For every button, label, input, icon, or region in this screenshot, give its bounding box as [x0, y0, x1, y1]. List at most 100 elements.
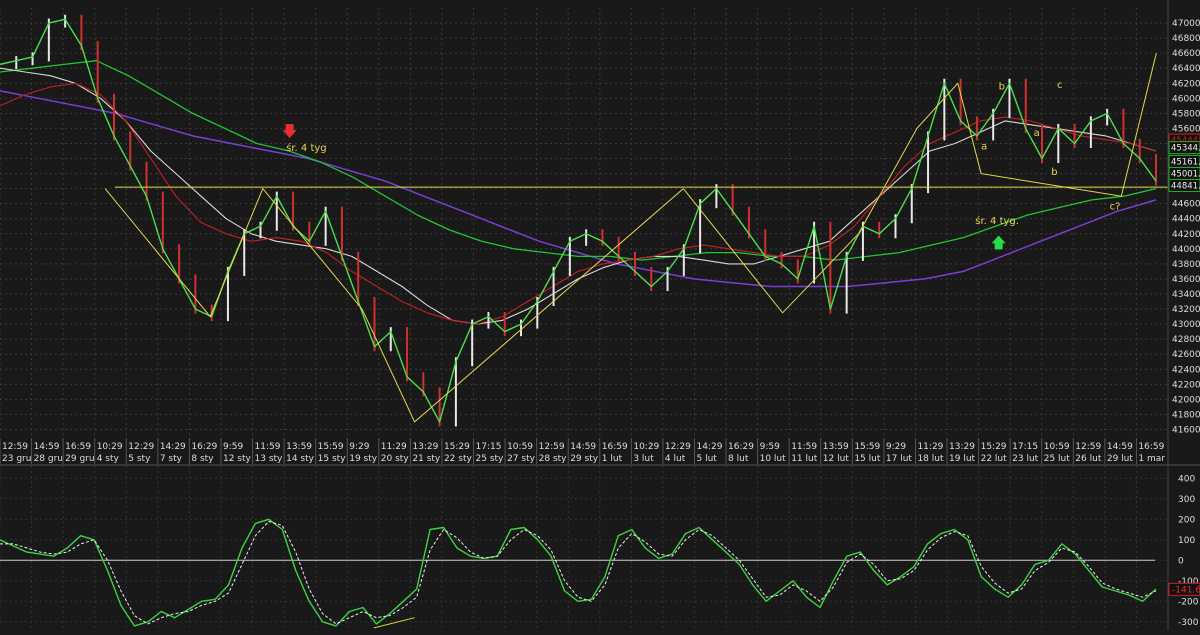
- date-tick-label: 4 sty: [97, 454, 120, 464]
- chart-annotation: b: [999, 81, 1005, 92]
- osc-y-tick-label: -300: [1178, 618, 1199, 628]
- y-tick-label: 47000: [1172, 19, 1200, 29]
- time-tick-label: 10:59: [507, 442, 533, 452]
- osc-y-tick-label: 200: [1178, 515, 1195, 525]
- date-tick-label: 20 sty: [381, 454, 410, 464]
- time-tick-label: 12:59: [539, 442, 565, 452]
- y-tick-label: 43000: [1172, 320, 1200, 330]
- date-tick-label: 13 sty: [255, 454, 284, 464]
- date-tick-label: 5 sty: [128, 454, 151, 464]
- date-tick-label: 8 lut: [728, 454, 749, 464]
- wave-line: [682, 53, 1157, 314]
- y-tick-label: 41600: [1172, 425, 1200, 435]
- price-tag-label: 45001.23: [1171, 169, 1200, 179]
- y-tick-label: 42000: [1172, 395, 1200, 405]
- date-tick-label: 23 lut: [1012, 454, 1039, 464]
- time-tick-label: 11:59: [791, 442, 817, 452]
- chart-annotation: b: [1051, 167, 1057, 178]
- date-tick-label: 1 lut: [602, 454, 623, 464]
- date-tick-label: 26 lut: [1075, 454, 1102, 464]
- date-tick-label: 29 lut: [1107, 454, 1134, 464]
- time-tick-label: 9:59: [760, 442, 780, 452]
- osc-y-tick-label: 100: [1178, 536, 1195, 546]
- time-tick-label: 14:59: [1107, 442, 1133, 452]
- time-tick-label: 15:29: [981, 442, 1007, 452]
- date-tick-label: 19 sty: [349, 454, 378, 464]
- time-tick-label: 11:29: [381, 442, 407, 452]
- time-tick-label: 14:59: [570, 442, 596, 452]
- osc-current-tag: [1168, 582, 1200, 596]
- date-tick-label: 3 lut: [633, 454, 654, 464]
- time-tick-label: 17:15: [476, 442, 502, 452]
- date-tick-label: 23 gru: [2, 454, 31, 464]
- osc-series-white: [0, 520, 1157, 625]
- date-tick-label: 28 sty: [539, 454, 568, 464]
- time-tick-label: 13:59: [286, 442, 312, 452]
- series-ma-white: [0, 67, 1157, 325]
- date-tick-label: 7 sty: [160, 454, 183, 464]
- price-tag-label: 44841.55: [1171, 182, 1200, 192]
- date-tick-label: 15 lut: [854, 454, 881, 464]
- chart-annotation: a: [1034, 128, 1040, 139]
- time-tick-label: 16:29: [191, 442, 217, 452]
- date-tick-label: 14 sty: [286, 454, 315, 464]
- main-panel-y-axis: 41600 41800 42000 42200 42400 42600 42800 43000…: [1168, 19, 1200, 435]
- time-tick-label: 11:59: [255, 442, 281, 452]
- y-tick-label: 43600: [1172, 275, 1200, 285]
- date-tick-label: 12 lut: [823, 454, 850, 464]
- y-tick-label: 44000: [1172, 245, 1200, 255]
- date-tick-label: 29 gru: [65, 454, 94, 464]
- oscillator-panel-grid: [0, 466, 1168, 630]
- time-tick-label: 17:15: [1012, 442, 1038, 452]
- osc-current-tag-label: -141.66: [1172, 585, 1200, 595]
- series-ma-green-long: [0, 60, 1157, 261]
- y-tick-label: 42800: [1172, 335, 1200, 345]
- time-tick-label: 13:29: [412, 442, 438, 452]
- series-ma-red: [0, 82, 1157, 325]
- time-tick-label: 10:59: [1044, 442, 1070, 452]
- y-tick-label: 44600: [1172, 200, 1200, 210]
- time-tick-label: 16:59: [65, 442, 91, 452]
- chart-annotation: śr. 4 tyg.: [975, 215, 1019, 227]
- y-tick-label: 46200: [1172, 79, 1200, 89]
- osc-trend-line: [373, 617, 415, 629]
- oscillator-panel-y-axis: 400 300 200 100 0 -100 -200 -300 -141.66: [1168, 474, 1200, 628]
- time-tick-label: 10:29: [97, 442, 123, 452]
- oscillator-panel-series: [0, 518, 1157, 629]
- y-tick-label: 41800: [1172, 410, 1200, 420]
- date-tick-label: 18 lut: [917, 454, 944, 464]
- chart-annotation: a: [981, 141, 987, 152]
- time-tick-label: 9:59: [223, 442, 243, 452]
- time-tick-label: 12:29: [128, 442, 154, 452]
- y-tick-label: 43800: [1172, 260, 1200, 270]
- osc-series-green: [0, 518, 1157, 627]
- date-tick-label: 8 sty: [191, 454, 214, 464]
- price-tag: [1168, 179, 1200, 193]
- time-tick-label: 9:29: [349, 442, 369, 452]
- series-price-fast: [0, 18, 1157, 423]
- y-tick-label: 44400: [1172, 215, 1200, 225]
- y-tick-label: 46600: [1172, 49, 1200, 59]
- y-tick-label: 43200: [1172, 305, 1200, 315]
- time-tick-label: 15:59: [854, 442, 880, 452]
- chart-annotation: c: [1057, 80, 1063, 91]
- price-tag-label: 45444.96: [1171, 136, 1200, 146]
- price-tag-label: 45344.54: [1171, 144, 1200, 154]
- osc-y-tick-label: -100: [1178, 577, 1199, 587]
- time-tick-label: 13:29: [949, 442, 975, 452]
- y-tick-label: 46800: [1172, 34, 1200, 44]
- time-tick-label: 12:59: [2, 442, 28, 452]
- date-tick-label: 10 lut: [760, 454, 787, 464]
- time-tick-label: 13:59: [823, 442, 849, 452]
- date-tick-label: 19 lut: [949, 454, 976, 464]
- y-tick-label: 42400: [1172, 365, 1200, 375]
- time-tick-label: 14:29: [696, 442, 722, 452]
- main-panel-series: śr. 4 tyg śr. 4 tyg. a b a b c c?: [0, 14, 1168, 427]
- y-tick-label: 45600: [1172, 124, 1200, 134]
- time-tick-label: 12:59: [1075, 442, 1101, 452]
- chart-annotation: śr. 4 tyg: [286, 142, 327, 154]
- date-tick-label: 5 lut: [696, 454, 717, 464]
- y-tick-label: 42600: [1172, 350, 1200, 360]
- series-ma-purple: [0, 90, 1157, 288]
